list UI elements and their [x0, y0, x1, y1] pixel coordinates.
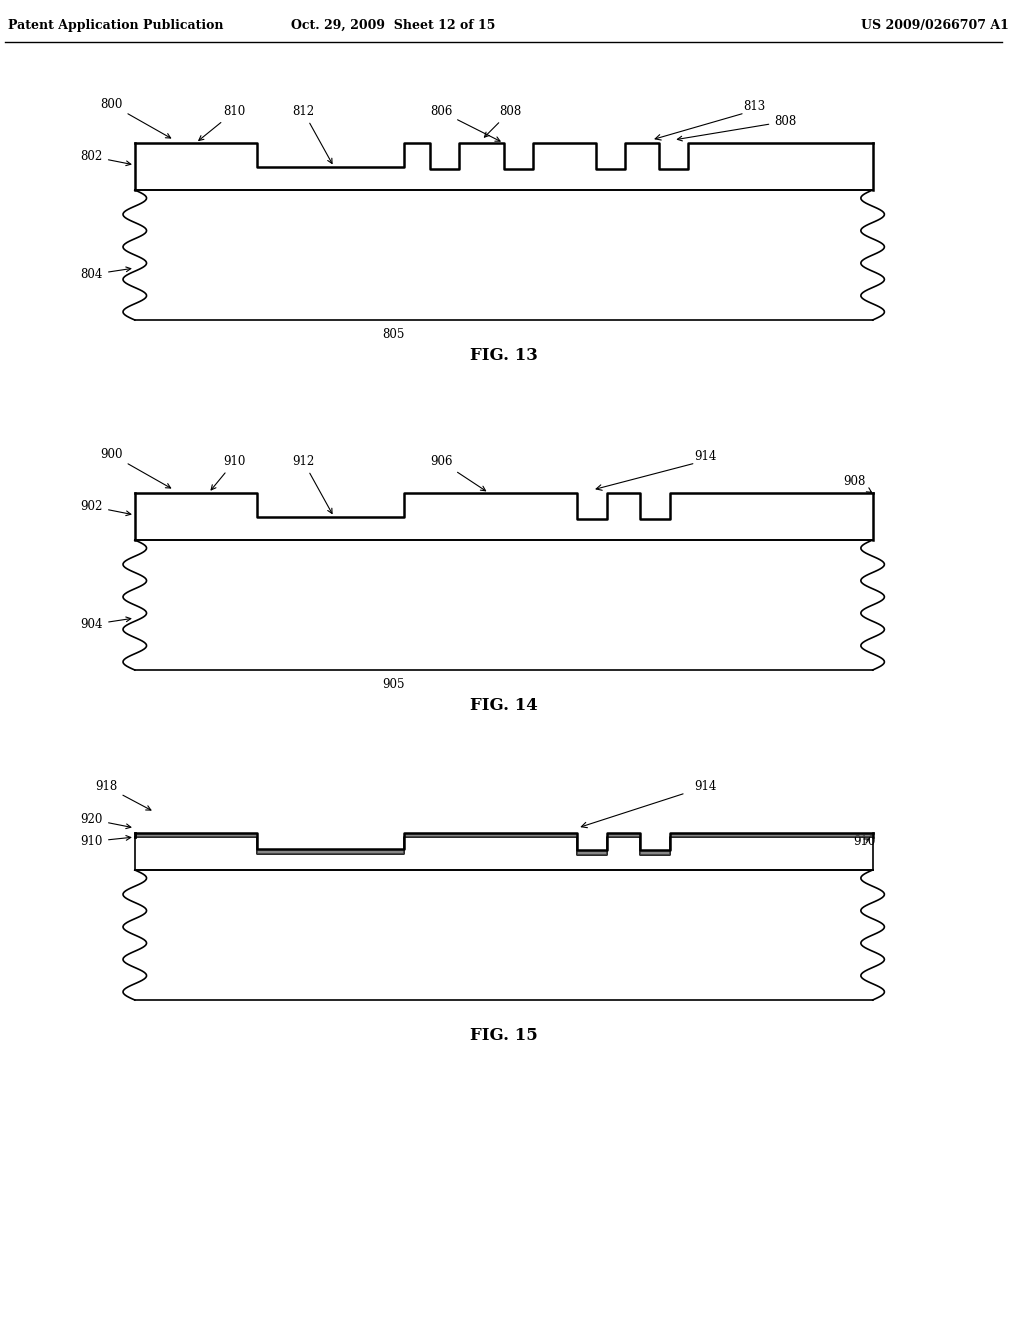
Text: 808: 808 — [484, 106, 521, 137]
Bar — [135, 190, 872, 319]
Text: 900: 900 — [100, 447, 171, 488]
Text: 804: 804 — [81, 267, 131, 281]
Text: 802: 802 — [81, 150, 131, 165]
Text: Patent Application Publication: Patent Application Publication — [8, 18, 223, 32]
Text: 812: 812 — [292, 106, 332, 164]
Text: 902: 902 — [81, 500, 131, 516]
Text: 805: 805 — [382, 327, 404, 341]
Text: 904: 904 — [81, 616, 131, 631]
Text: 912: 912 — [292, 455, 332, 513]
Text: 905: 905 — [382, 678, 404, 690]
Text: 910: 910 — [853, 836, 876, 847]
Text: Oct. 29, 2009  Sheet 12 of 15: Oct. 29, 2009 Sheet 12 of 15 — [292, 18, 496, 32]
Text: 810: 810 — [199, 106, 246, 140]
Text: 910: 910 — [211, 455, 246, 490]
Text: 908: 908 — [843, 475, 871, 492]
Text: 806: 806 — [430, 106, 500, 141]
Text: FIG. 13: FIG. 13 — [470, 346, 538, 363]
Text: 920: 920 — [81, 813, 131, 829]
Text: 813: 813 — [743, 100, 766, 114]
Text: 800: 800 — [100, 98, 171, 139]
Polygon shape — [135, 144, 872, 190]
Text: 914: 914 — [694, 780, 717, 793]
Polygon shape — [135, 837, 872, 870]
Polygon shape — [135, 833, 872, 854]
Bar — [135, 870, 872, 1001]
Text: US 2009/0266707 A1: US 2009/0266707 A1 — [861, 18, 1009, 32]
Text: FIG. 14: FIG. 14 — [470, 697, 538, 714]
Polygon shape — [135, 494, 872, 540]
Bar — [135, 540, 872, 671]
Text: FIG. 15: FIG. 15 — [470, 1027, 538, 1044]
Text: 910: 910 — [81, 836, 131, 847]
Text: 906: 906 — [430, 455, 485, 491]
Text: 808: 808 — [678, 115, 797, 141]
Text: 914: 914 — [694, 450, 717, 463]
Text: 918: 918 — [95, 780, 151, 810]
